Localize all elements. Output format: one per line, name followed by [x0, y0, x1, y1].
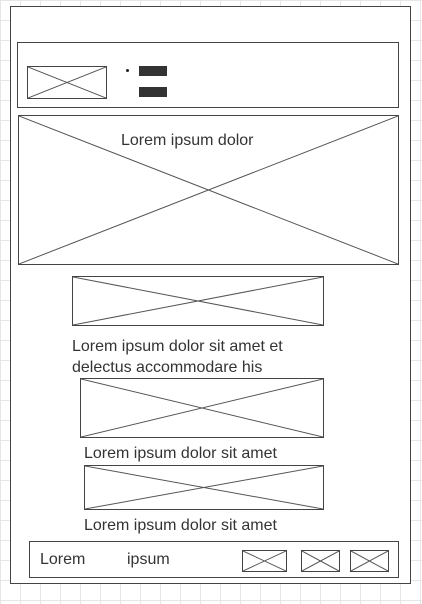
header-dot — [126, 69, 129, 72]
content-image-2[interactable] — [80, 378, 324, 438]
image-caption-1: Lorem ipsum dolor sit amet — [84, 445, 277, 462]
image-placeholder-icon — [85, 466, 323, 509]
paragraph-line-2: delectus accommodare his — [72, 359, 263, 376]
paragraph-line-1: Lorem ipsum dolor sit amet et — [72, 338, 283, 355]
menu-bar-top — [139, 66, 167, 76]
image-placeholder-icon — [243, 551, 286, 571]
hero-image-placeholder[interactable] — [18, 115, 399, 265]
footer-link-lorem[interactable]: Lorem — [40, 551, 86, 568]
footer-icon-3[interactable] — [350, 550, 389, 572]
hero-caption: Lorem ipsum dolor — [121, 132, 254, 149]
image-placeholder-icon — [351, 551, 388, 571]
footer-link-ipsum[interactable]: ipsum — [127, 551, 170, 568]
hamburger-menu-icon[interactable] — [139, 66, 167, 98]
menu-bar-bottom — [139, 87, 167, 97]
image-caption-2: Lorem ipsum dolor sit amet — [84, 517, 277, 534]
content-image-1[interactable] — [72, 276, 324, 326]
logo-placeholder[interactable] — [27, 66, 107, 99]
image-placeholder-icon — [81, 379, 323, 437]
image-placeholder-icon — [73, 277, 323, 325]
footer-icon-2[interactable] — [301, 550, 340, 572]
content-image-3[interactable] — [84, 465, 324, 510]
image-placeholder-icon — [19, 116, 398, 264]
footer-icon-1[interactable] — [242, 550, 287, 572]
image-placeholder-icon — [302, 551, 339, 571]
image-placeholder-icon — [28, 67, 106, 98]
